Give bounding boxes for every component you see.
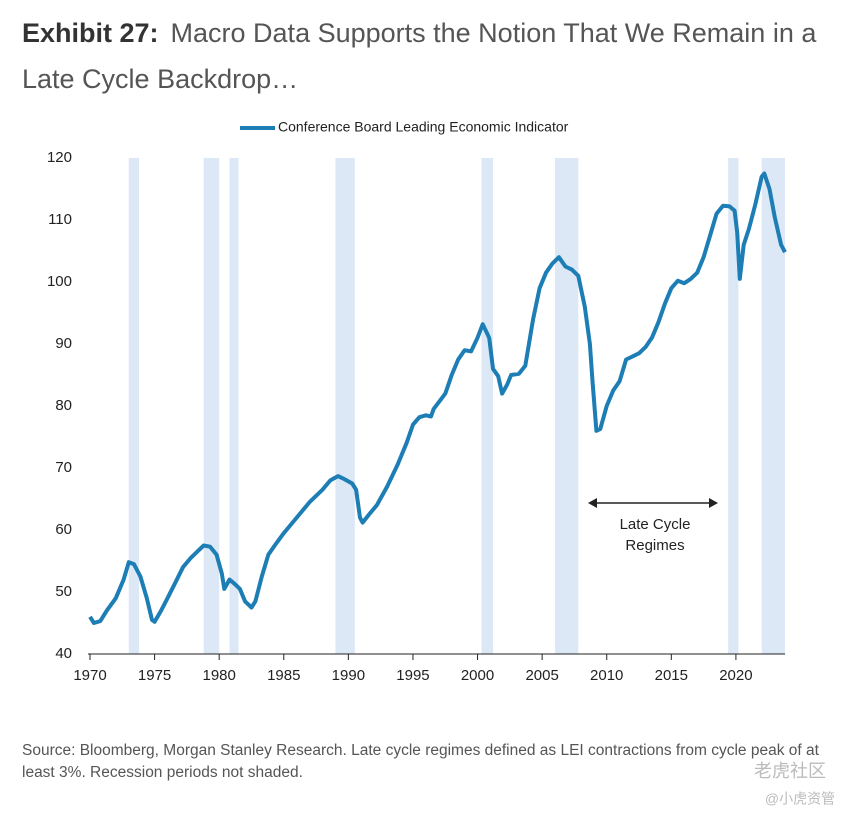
annotation-line: Regimes	[625, 537, 684, 554]
y-tick-label: 60	[55, 521, 72, 538]
x-tick-label: 1980	[202, 667, 235, 684]
y-tick-label: 70	[55, 459, 72, 476]
watermark: 老虎社区	[754, 761, 826, 781]
y-tick-label: 100	[47, 273, 72, 290]
late-cycle-band	[728, 158, 739, 654]
late-cycle-band	[229, 158, 239, 654]
late-cycle-band	[555, 158, 579, 654]
late-cycle-band	[335, 158, 355, 654]
late-cycle-band	[128, 158, 140, 654]
x-tick-label: 1970	[73, 667, 106, 684]
axes-layer: 40 50 60 70 80 90 100 110 120 1970 1975 1980 1985 199…	[47, 119, 785, 684]
series-line	[88, 171, 787, 625]
x-tick-label: 2010	[590, 667, 623, 684]
watermark: @小虎资管	[765, 791, 835, 807]
annotation-line: Late Cycle	[620, 516, 691, 533]
x-tick-label: 1990	[332, 667, 365, 684]
y-tick-label: 80	[55, 397, 72, 414]
x-tick-label: 2000	[461, 667, 494, 684]
x-tick-label: 1975	[138, 667, 171, 684]
y-tick-label: 50	[55, 583, 72, 600]
legend-label: Conference Board Leading Economic Indica…	[278, 119, 569, 135]
title-block: Exhibit 27: Macro Data Supports the Notio…	[22, 10, 832, 102]
y-tick-label: 120	[47, 149, 72, 166]
source-note: Source: Bloomberg, Morgan Stanley Resear…	[22, 742, 819, 781]
x-tick-label: 1985	[267, 667, 300, 684]
y-tick-label: 40	[55, 645, 72, 662]
y-tick-label: 110	[48, 211, 72, 228]
x-tick-label: 2015	[655, 667, 688, 684]
plot-layer	[88, 171, 787, 625]
y-tick-label: 90	[55, 335, 72, 352]
x-tick-label: 1995	[396, 667, 429, 684]
shade-layer	[128, 158, 785, 654]
x-tick-label: 2005	[525, 667, 558, 684]
title-label: Exhibit 27:	[22, 18, 159, 48]
late-cycle-band	[481, 158, 494, 654]
late-cycle-band	[761, 158, 785, 654]
late-cycle-band	[203, 158, 220, 654]
chart-title: Macro Data Supports the Notion That We R…	[22, 18, 817, 94]
x-tick-label: 2020	[719, 667, 752, 684]
